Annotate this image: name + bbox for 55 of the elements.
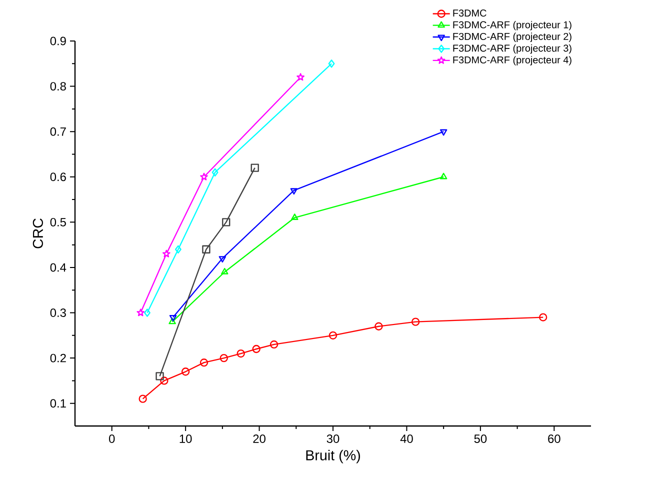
x-axis-title: Bruit (%)	[306, 450, 360, 464]
point	[374, 322, 383, 330]
x-tick-label: 10	[180, 434, 192, 443]
point	[200, 358, 208, 367]
point	[162, 250, 170, 258]
point	[440, 172, 448, 180]
point	[270, 340, 278, 349]
point	[218, 256, 226, 262]
legend-label: F3DMC	[453, 10, 486, 17]
point	[328, 60, 335, 68]
point	[144, 308, 150, 317]
point	[539, 313, 548, 322]
point	[236, 349, 245, 358]
legend-label: F3DMC-ARF (projecteur 1)	[453, 20, 572, 30]
y-tick-label: 0.5	[50, 218, 66, 226]
point	[169, 314, 177, 322]
point	[252, 344, 260, 354]
point	[160, 376, 168, 385]
y-tick-label: 0.7	[50, 127, 66, 136]
point	[138, 394, 147, 403]
legend-label: F3DMC-ARF (projecteur 4)	[453, 56, 572, 66]
legend-label: F3DMC-ARF (projecteur 3)	[453, 44, 572, 54]
point	[328, 331, 338, 340]
point	[291, 214, 298, 220]
point	[212, 168, 218, 176]
point	[174, 245, 182, 254]
point	[296, 73, 304, 81]
x-tick-label: 30	[326, 434, 340, 443]
point	[222, 218, 230, 226]
point	[181, 368, 190, 376]
point	[136, 308, 145, 316]
x-tick-label: 0	[109, 434, 115, 443]
point	[411, 318, 420, 326]
point	[290, 188, 298, 195]
y-tick-label: 0.6	[50, 172, 66, 182]
x-tick-label: 50	[474, 434, 487, 443]
point	[221, 268, 228, 274]
point	[156, 372, 164, 380]
y-tick-label: 0.1	[50, 399, 66, 408]
y-axis-title: CRC	[32, 218, 44, 248]
x-tick-label: 20	[253, 434, 266, 443]
legend-label: F3DMC-ARF (projecteur 2)	[453, 32, 572, 42]
point	[440, 129, 448, 136]
x-tick-label: 60	[548, 434, 560, 443]
y-tick-label: 0.4	[50, 263, 66, 272]
y-tick-label: 0.8	[50, 82, 66, 91]
x-tick-label: 40	[400, 434, 413, 443]
point	[200, 172, 208, 180]
point	[220, 354, 228, 362]
point	[250, 164, 259, 172]
y-tick-label: 0.2	[50, 354, 66, 362]
point	[168, 318, 176, 324]
point	[202, 245, 210, 254]
y-tick-label: 0.9	[50, 36, 66, 46]
y-tick-label: 0.3	[50, 308, 66, 317]
